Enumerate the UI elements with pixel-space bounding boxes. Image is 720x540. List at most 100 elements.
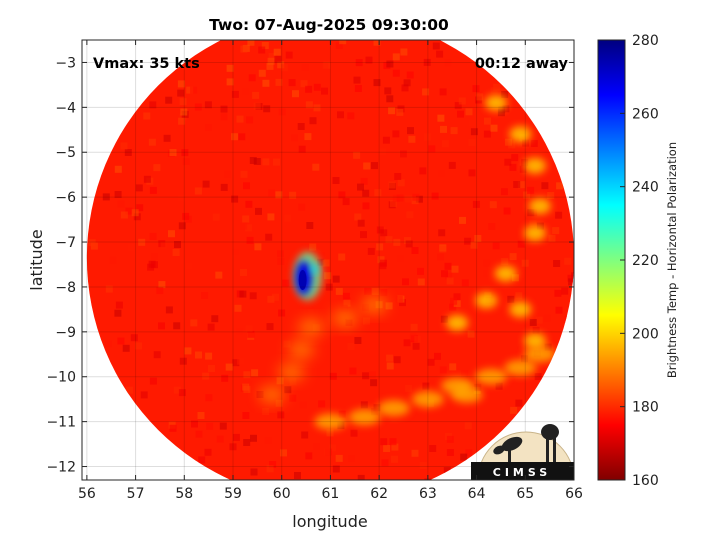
swath-pixel [278, 309, 286, 317]
swath-pixel [470, 128, 478, 136]
swath-pixel [439, 88, 447, 96]
radar-dish-icon [493, 436, 523, 464]
swath-pixel [497, 109, 505, 117]
swath-pixel [125, 386, 133, 394]
swath-pixel [168, 230, 175, 238]
swath-pixel [464, 422, 472, 430]
swath-pixel [406, 211, 414, 219]
swath-pixel [306, 222, 314, 229]
swath-pixel [148, 138, 156, 146]
swath-pixel [173, 386, 181, 394]
swath-pixel [262, 79, 270, 87]
swath-pixel [474, 383, 482, 391]
swath-pixel [373, 40, 381, 46]
convective-features [258, 94, 556, 430]
swath-pixel [242, 215, 250, 223]
swath-pixel [182, 158, 190, 166]
swath-pixel [317, 252, 325, 260]
swath-pixel [326, 429, 334, 437]
swath-pixel [143, 175, 151, 183]
colorbar-tick-label: 160 [632, 473, 659, 489]
swath-pixel [529, 220, 537, 228]
y-axis-label: latitude [27, 229, 46, 290]
swath-pixel [503, 207, 511, 215]
swath-pixel [219, 422, 227, 430]
swath-pixel [564, 257, 572, 265]
swath-pixel [262, 408, 270, 415]
swath-pixel [513, 181, 521, 188]
swath-pixel [373, 404, 381, 412]
swath-pixel [153, 164, 161, 172]
swath-pixel [114, 309, 122, 317]
colorbar-tick-label: 260 [632, 106, 659, 122]
swath-pixel [372, 288, 380, 295]
cimss-logo: CIMSS [471, 424, 575, 481]
swath-pixel [335, 454, 343, 462]
swath-pixel [428, 145, 436, 153]
swath-pixel [305, 101, 313, 109]
swath-pixel [232, 359, 240, 367]
swath-pixel [206, 422, 214, 430]
swath-pixel [221, 374, 229, 382]
swath-pixel [309, 243, 317, 251]
swath-pixel [386, 60, 394, 68]
swath-pixel [386, 354, 394, 362]
swath-pixel [461, 370, 469, 378]
swath-texture [88, 40, 574, 495]
x-tick-label: 66 [565, 486, 583, 502]
swath-pixel [289, 378, 297, 386]
core-center [298, 269, 307, 290]
swath-pixel [125, 207, 133, 215]
eastern-band-cell [528, 198, 551, 215]
swath-pixel [548, 234, 556, 242]
swath-pixel [182, 212, 190, 220]
swath-pixel [234, 304, 242, 312]
swath-pixel [483, 269, 491, 277]
y-tick-label: −12 [46, 460, 76, 476]
swath-pixel [501, 91, 509, 98]
swath-pixel [149, 186, 157, 194]
swath-pixel [160, 242, 168, 250]
swath-pixel [245, 325, 253, 333]
swath-pixel [535, 316, 543, 324]
swath-pixel [467, 330, 475, 338]
swath-pixel [374, 189, 382, 197]
swath-pixel [297, 123, 305, 130]
eastern-band-cell [509, 301, 532, 318]
swath-pixel [231, 248, 239, 256]
swath-pixel [294, 472, 301, 479]
swath-pixel [464, 237, 472, 245]
southern-band-cell [411, 391, 444, 408]
swath-pixel [511, 274, 519, 282]
swath-pixel [355, 488, 362, 495]
swath-pixel [488, 223, 496, 230]
swath-pixel [454, 102, 462, 110]
swath-pixel [173, 322, 181, 330]
swath-pixel [263, 105, 271, 113]
swath-pixel [324, 272, 332, 280]
swath-pixel [105, 340, 113, 348]
swath-pixel [246, 116, 254, 124]
swath-pixel [247, 40, 255, 46]
swath-pixel [124, 149, 132, 156]
x-tick-label: 56 [78, 486, 96, 502]
swath-pixel [427, 358, 435, 366]
swath-pixel [381, 459, 389, 467]
swath-pixel [394, 173, 402, 180]
swath-pixel [417, 267, 424, 275]
swath-pixel [267, 57, 275, 65]
swath-pixel [504, 158, 512, 166]
swath-pixel [266, 465, 274, 473]
swath-pixel [501, 258, 509, 265]
swath-pixel [527, 209, 535, 217]
swath-pixel [437, 169, 445, 177]
swath-pixel [446, 449, 454, 456]
swath-pixel [409, 333, 417, 341]
swath-pixel [130, 334, 138, 342]
swath-pixel [273, 48, 281, 56]
swath-pixel [392, 130, 400, 138]
swath-layer [86, 40, 574, 495]
swath-pixel [521, 159, 529, 167]
swath-pixel [465, 449, 473, 457]
swath-pixel [411, 449, 419, 457]
